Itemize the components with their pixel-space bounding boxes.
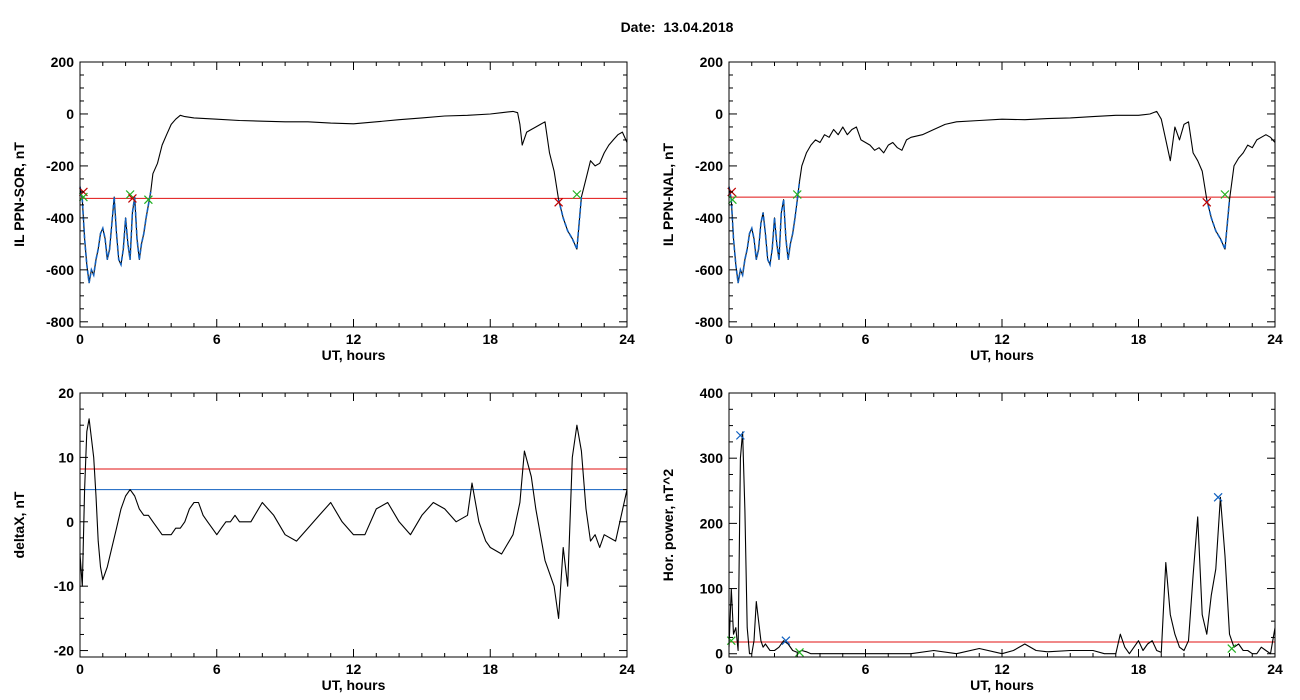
y-tick-label: 200 xyxy=(700,54,724,70)
x-tick-label: 12 xyxy=(994,661,1010,677)
y-tick-label: -600 xyxy=(695,262,723,278)
marker-stroke xyxy=(127,193,137,203)
x-tick-label: 6 xyxy=(862,331,870,347)
highlight-segment xyxy=(79,186,152,283)
event-marker xyxy=(792,190,802,199)
x-tick-label: 24 xyxy=(619,331,635,347)
x-tick-label: 0 xyxy=(725,661,733,677)
series-line xyxy=(79,110,628,284)
event-marker xyxy=(78,192,88,202)
series-line xyxy=(728,110,1276,284)
y-axis-label: IL PPN-SOR, nT xyxy=(11,142,27,247)
x-axis-label: UT, hours xyxy=(322,677,386,693)
y-tick-label: -200 xyxy=(46,158,74,174)
chart-ppn-sor: 0 6 12 18 24 -800 -600 -400 -200 0 200 UT, hours IL … xyxy=(11,54,635,363)
plot-frame xyxy=(79,61,628,328)
chart-deltax: 0 6 12 18 24 -20 -10 0 10 20 UT, hours deltaX, nT xyxy=(11,385,635,693)
x-tick-label: 18 xyxy=(1131,661,1147,677)
event-marker xyxy=(1202,197,1212,207)
highlight-segment xyxy=(1206,199,1231,253)
y-axis-label: IL PPN-NAL, nT xyxy=(660,142,676,246)
marker-stroke xyxy=(781,636,791,646)
plot-frame xyxy=(728,61,1276,328)
y-axis-label: Hor. power, nT^2 xyxy=(660,469,676,582)
y-tick-label: -200 xyxy=(695,158,723,174)
series-line xyxy=(728,431,1276,655)
x-axis-label: UT, hours xyxy=(322,347,386,363)
event-marker xyxy=(572,190,582,199)
event-marker xyxy=(143,195,153,205)
y-axis-label: deltaX, nT xyxy=(11,491,27,558)
x-tick-label: 6 xyxy=(213,331,221,347)
y-tick-label: 200 xyxy=(700,515,724,531)
plot-frame xyxy=(79,392,628,658)
x-tick-label: 24 xyxy=(619,661,635,677)
chart-hor-power: 0 6 12 18 24 0 100 200 300 400 UT, hours Hor. power… xyxy=(660,385,1283,693)
marker-stroke xyxy=(78,192,88,202)
plot-frame xyxy=(728,392,1276,658)
x-tick-label: 24 xyxy=(1267,331,1283,347)
marker-stroke xyxy=(727,195,737,205)
x-tick-label: 12 xyxy=(346,331,362,347)
y-tick-label: 0 xyxy=(66,106,74,122)
marker-stroke xyxy=(1227,644,1237,653)
chart-ppn-nal: 0 6 12 18 24 -800 -600 -400 -200 0 200 UT, hours IL … xyxy=(660,54,1283,363)
series-line xyxy=(79,418,628,619)
y-tick-label: 0 xyxy=(715,646,723,662)
y-tick-label: 0 xyxy=(715,106,723,122)
y-tick-label: 0 xyxy=(66,514,74,530)
x-tick-label: 6 xyxy=(213,661,221,677)
x-tick-label: 18 xyxy=(482,661,498,677)
event-marker xyxy=(127,193,137,203)
y-tick-label: 100 xyxy=(700,581,724,597)
event-marker xyxy=(1213,492,1223,502)
y-tick-label: -800 xyxy=(695,314,723,330)
y-tick-label: -20 xyxy=(54,643,74,659)
event-marker xyxy=(727,195,737,205)
chart-title: Date: 13.04.2018 xyxy=(620,19,734,35)
event-marker xyxy=(781,636,791,646)
marker-stroke xyxy=(735,430,745,440)
x-tick-label: 12 xyxy=(994,331,1010,347)
event-marker xyxy=(1227,644,1237,653)
y-tick-label: 20 xyxy=(58,385,74,401)
event-marker xyxy=(554,197,564,207)
marker-stroke xyxy=(792,190,802,199)
y-tick-label: 400 xyxy=(700,385,724,401)
marker-stroke xyxy=(554,197,564,207)
x-tick-label: 18 xyxy=(482,331,498,347)
marker-stroke xyxy=(1220,190,1230,199)
marker-stroke xyxy=(125,190,135,199)
y-tick-label: 10 xyxy=(58,449,74,465)
y-tick-label: 200 xyxy=(51,54,75,70)
y-tick-label: -800 xyxy=(46,314,74,330)
x-axis-label: UT, hours xyxy=(970,677,1034,693)
y-tick-label: -600 xyxy=(46,262,74,278)
x-axis-label: UT, hours xyxy=(970,347,1034,363)
x-tick-label: 0 xyxy=(76,661,84,677)
x-tick-label: 0 xyxy=(725,331,733,347)
x-tick-label: 24 xyxy=(1267,661,1283,677)
y-tick-label: 300 xyxy=(700,450,724,466)
x-tick-label: 6 xyxy=(862,661,870,677)
y-tick-label: -400 xyxy=(695,210,723,226)
x-tick-label: 0 xyxy=(76,331,84,347)
marker-stroke xyxy=(143,195,153,205)
highlight-segment xyxy=(728,181,801,283)
x-tick-label: 12 xyxy=(346,661,362,677)
y-tick-label: -400 xyxy=(46,210,74,226)
y-tick-label: -10 xyxy=(54,578,74,594)
marker-stroke xyxy=(1202,197,1212,207)
event-marker xyxy=(735,430,745,440)
x-tick-label: 18 xyxy=(1131,331,1147,347)
highlight-segment xyxy=(557,197,583,250)
event-marker xyxy=(1220,190,1230,199)
marker-stroke xyxy=(1213,492,1223,502)
marker-stroke xyxy=(572,190,582,199)
